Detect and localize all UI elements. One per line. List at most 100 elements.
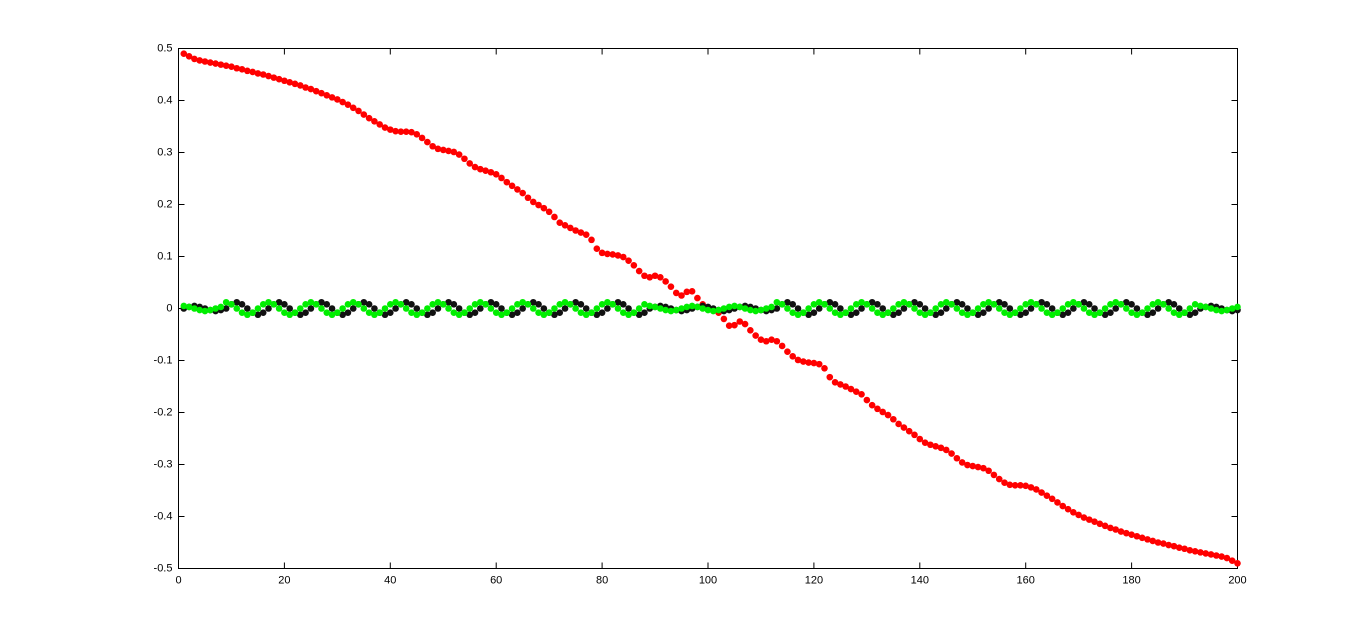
point — [328, 311, 336, 319]
point — [334, 309, 341, 316]
point — [932, 305, 939, 312]
point — [371, 311, 378, 319]
point — [206, 59, 214, 66]
point — [625, 257, 632, 264]
point — [980, 301, 987, 308]
point — [397, 301, 405, 308]
point — [397, 128, 405, 135]
point — [921, 439, 929, 446]
point — [985, 298, 992, 306]
point — [254, 311, 262, 319]
point — [794, 356, 802, 364]
point — [974, 305, 982, 312]
point — [842, 383, 849, 390]
point — [762, 337, 770, 345]
point — [365, 309, 373, 316]
point — [339, 98, 346, 106]
point — [1165, 305, 1172, 312]
point — [741, 320, 749, 328]
x-tick-label: 100 — [699, 574, 717, 586]
point — [1112, 298, 1120, 306]
point — [1123, 529, 1130, 537]
point — [439, 301, 447, 308]
point — [1181, 545, 1188, 553]
point — [757, 306, 765, 314]
point — [911, 431, 918, 439]
point — [1064, 309, 1072, 316]
point — [1001, 301, 1008, 308]
x-tick-label: 120 — [805, 574, 823, 586]
point — [529, 298, 537, 306]
point — [667, 307, 675, 315]
y-tick-label: -0.5 — [154, 562, 173, 574]
point — [1128, 531, 1135, 538]
point — [212, 60, 219, 67]
point — [980, 309, 987, 316]
point — [477, 305, 484, 312]
point — [461, 309, 468, 316]
point — [800, 358, 807, 365]
point — [381, 311, 389, 319]
point — [1001, 479, 1008, 487]
point — [747, 327, 754, 334]
point — [953, 305, 961, 312]
point — [1133, 305, 1141, 312]
point — [1234, 560, 1241, 567]
point — [307, 85, 315, 93]
point — [1197, 549, 1204, 556]
point — [387, 301, 394, 308]
point — [974, 311, 982, 319]
point — [291, 309, 299, 316]
point — [545, 208, 553, 216]
point — [291, 80, 299, 88]
point — [265, 72, 272, 80]
point — [466, 311, 474, 319]
point — [567, 301, 574, 308]
point — [1017, 311, 1024, 319]
point — [551, 213, 558, 221]
point — [387, 309, 394, 316]
point — [1107, 309, 1114, 316]
point — [826, 305, 834, 312]
point — [1123, 305, 1130, 312]
point — [969, 309, 977, 316]
point — [1038, 305, 1045, 312]
point — [831, 379, 839, 386]
point — [508, 182, 516, 190]
point — [180, 50, 188, 57]
point — [450, 301, 458, 308]
point — [434, 305, 442, 312]
point — [794, 305, 802, 312]
point — [524, 194, 532, 202]
point — [794, 311, 802, 319]
point — [762, 305, 770, 312]
point — [228, 301, 235, 308]
point — [1059, 502, 1067, 510]
point — [858, 298, 865, 306]
point — [1234, 303, 1241, 311]
point — [1107, 524, 1114, 532]
point — [720, 305, 728, 312]
point — [477, 298, 484, 306]
point — [233, 298, 241, 306]
point — [773, 298, 781, 306]
point — [1043, 309, 1051, 316]
point — [519, 189, 526, 197]
point — [1085, 309, 1093, 316]
point — [831, 301, 839, 308]
point — [1059, 305, 1067, 312]
point — [259, 71, 267, 78]
point — [884, 309, 892, 316]
point — [577, 301, 585, 308]
point — [593, 311, 601, 319]
point — [302, 84, 309, 91]
point — [842, 309, 849, 316]
point — [392, 127, 399, 135]
point — [810, 359, 818, 367]
point — [302, 301, 309, 308]
point — [275, 75, 283, 83]
point — [270, 74, 278, 81]
point — [927, 309, 934, 316]
point — [1064, 301, 1072, 308]
point — [879, 408, 887, 416]
